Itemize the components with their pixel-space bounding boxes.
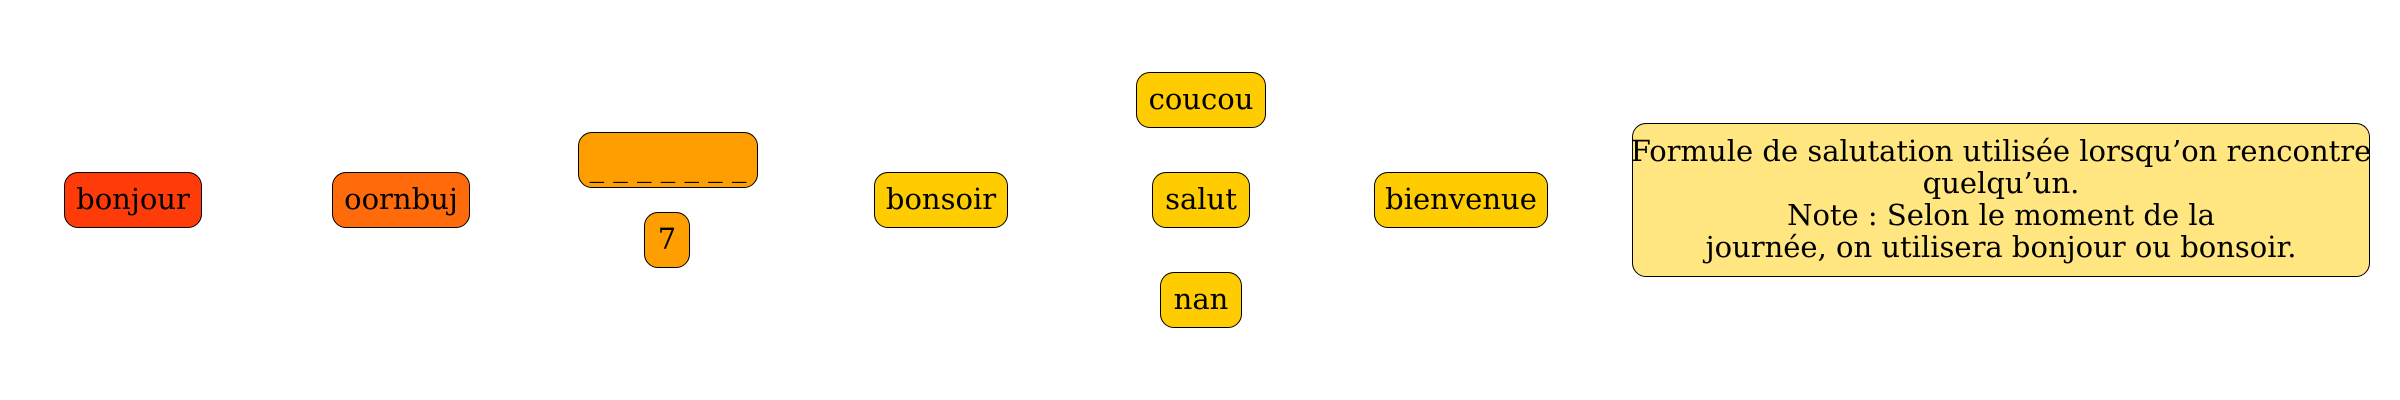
node-coucou: coucou xyxy=(1136,72,1266,128)
node-salut: salut xyxy=(1152,172,1250,228)
node-bonsoir: bonsoir xyxy=(874,172,1008,228)
node-bonjour-label: bonjour xyxy=(76,182,190,217)
node-letter-count-label: 7 xyxy=(657,222,677,257)
node-letter-count: 7 xyxy=(644,212,690,268)
node-nan: nan xyxy=(1160,272,1242,328)
definition-box: Formule de salutation utilisée lorsqu’on… xyxy=(1630,123,2372,277)
node-coucou-label: coucou xyxy=(1148,82,1254,117)
node-bonjour: bonjour xyxy=(64,172,202,228)
definition-line-4: journée, on utilisera bonjour ou bonsoir… xyxy=(1705,229,2297,264)
definition-line-2: quelqu’un. xyxy=(1922,166,2080,201)
node-oornbuj-label: oornbuj xyxy=(344,182,458,217)
node-salut-label: salut xyxy=(1165,182,1237,217)
node-bienvenue-label: bienvenue xyxy=(1385,182,1537,217)
node-blanks-label: _ _ _ _ _ _ _ xyxy=(589,149,747,184)
node-bienvenue: bienvenue xyxy=(1374,172,1548,228)
node-nan-label: nan xyxy=(1173,282,1229,317)
node-oornbuj: oornbuj xyxy=(332,172,470,228)
node-blanks: _ _ _ _ _ _ _ xyxy=(578,132,758,188)
node-bonsoir-label: bonsoir xyxy=(885,182,997,217)
definition-line-1: Formule de salutation utilisée lorsqu’on… xyxy=(1630,134,2372,169)
definition-line-3: Note : Selon le moment de la xyxy=(1787,198,2215,232)
